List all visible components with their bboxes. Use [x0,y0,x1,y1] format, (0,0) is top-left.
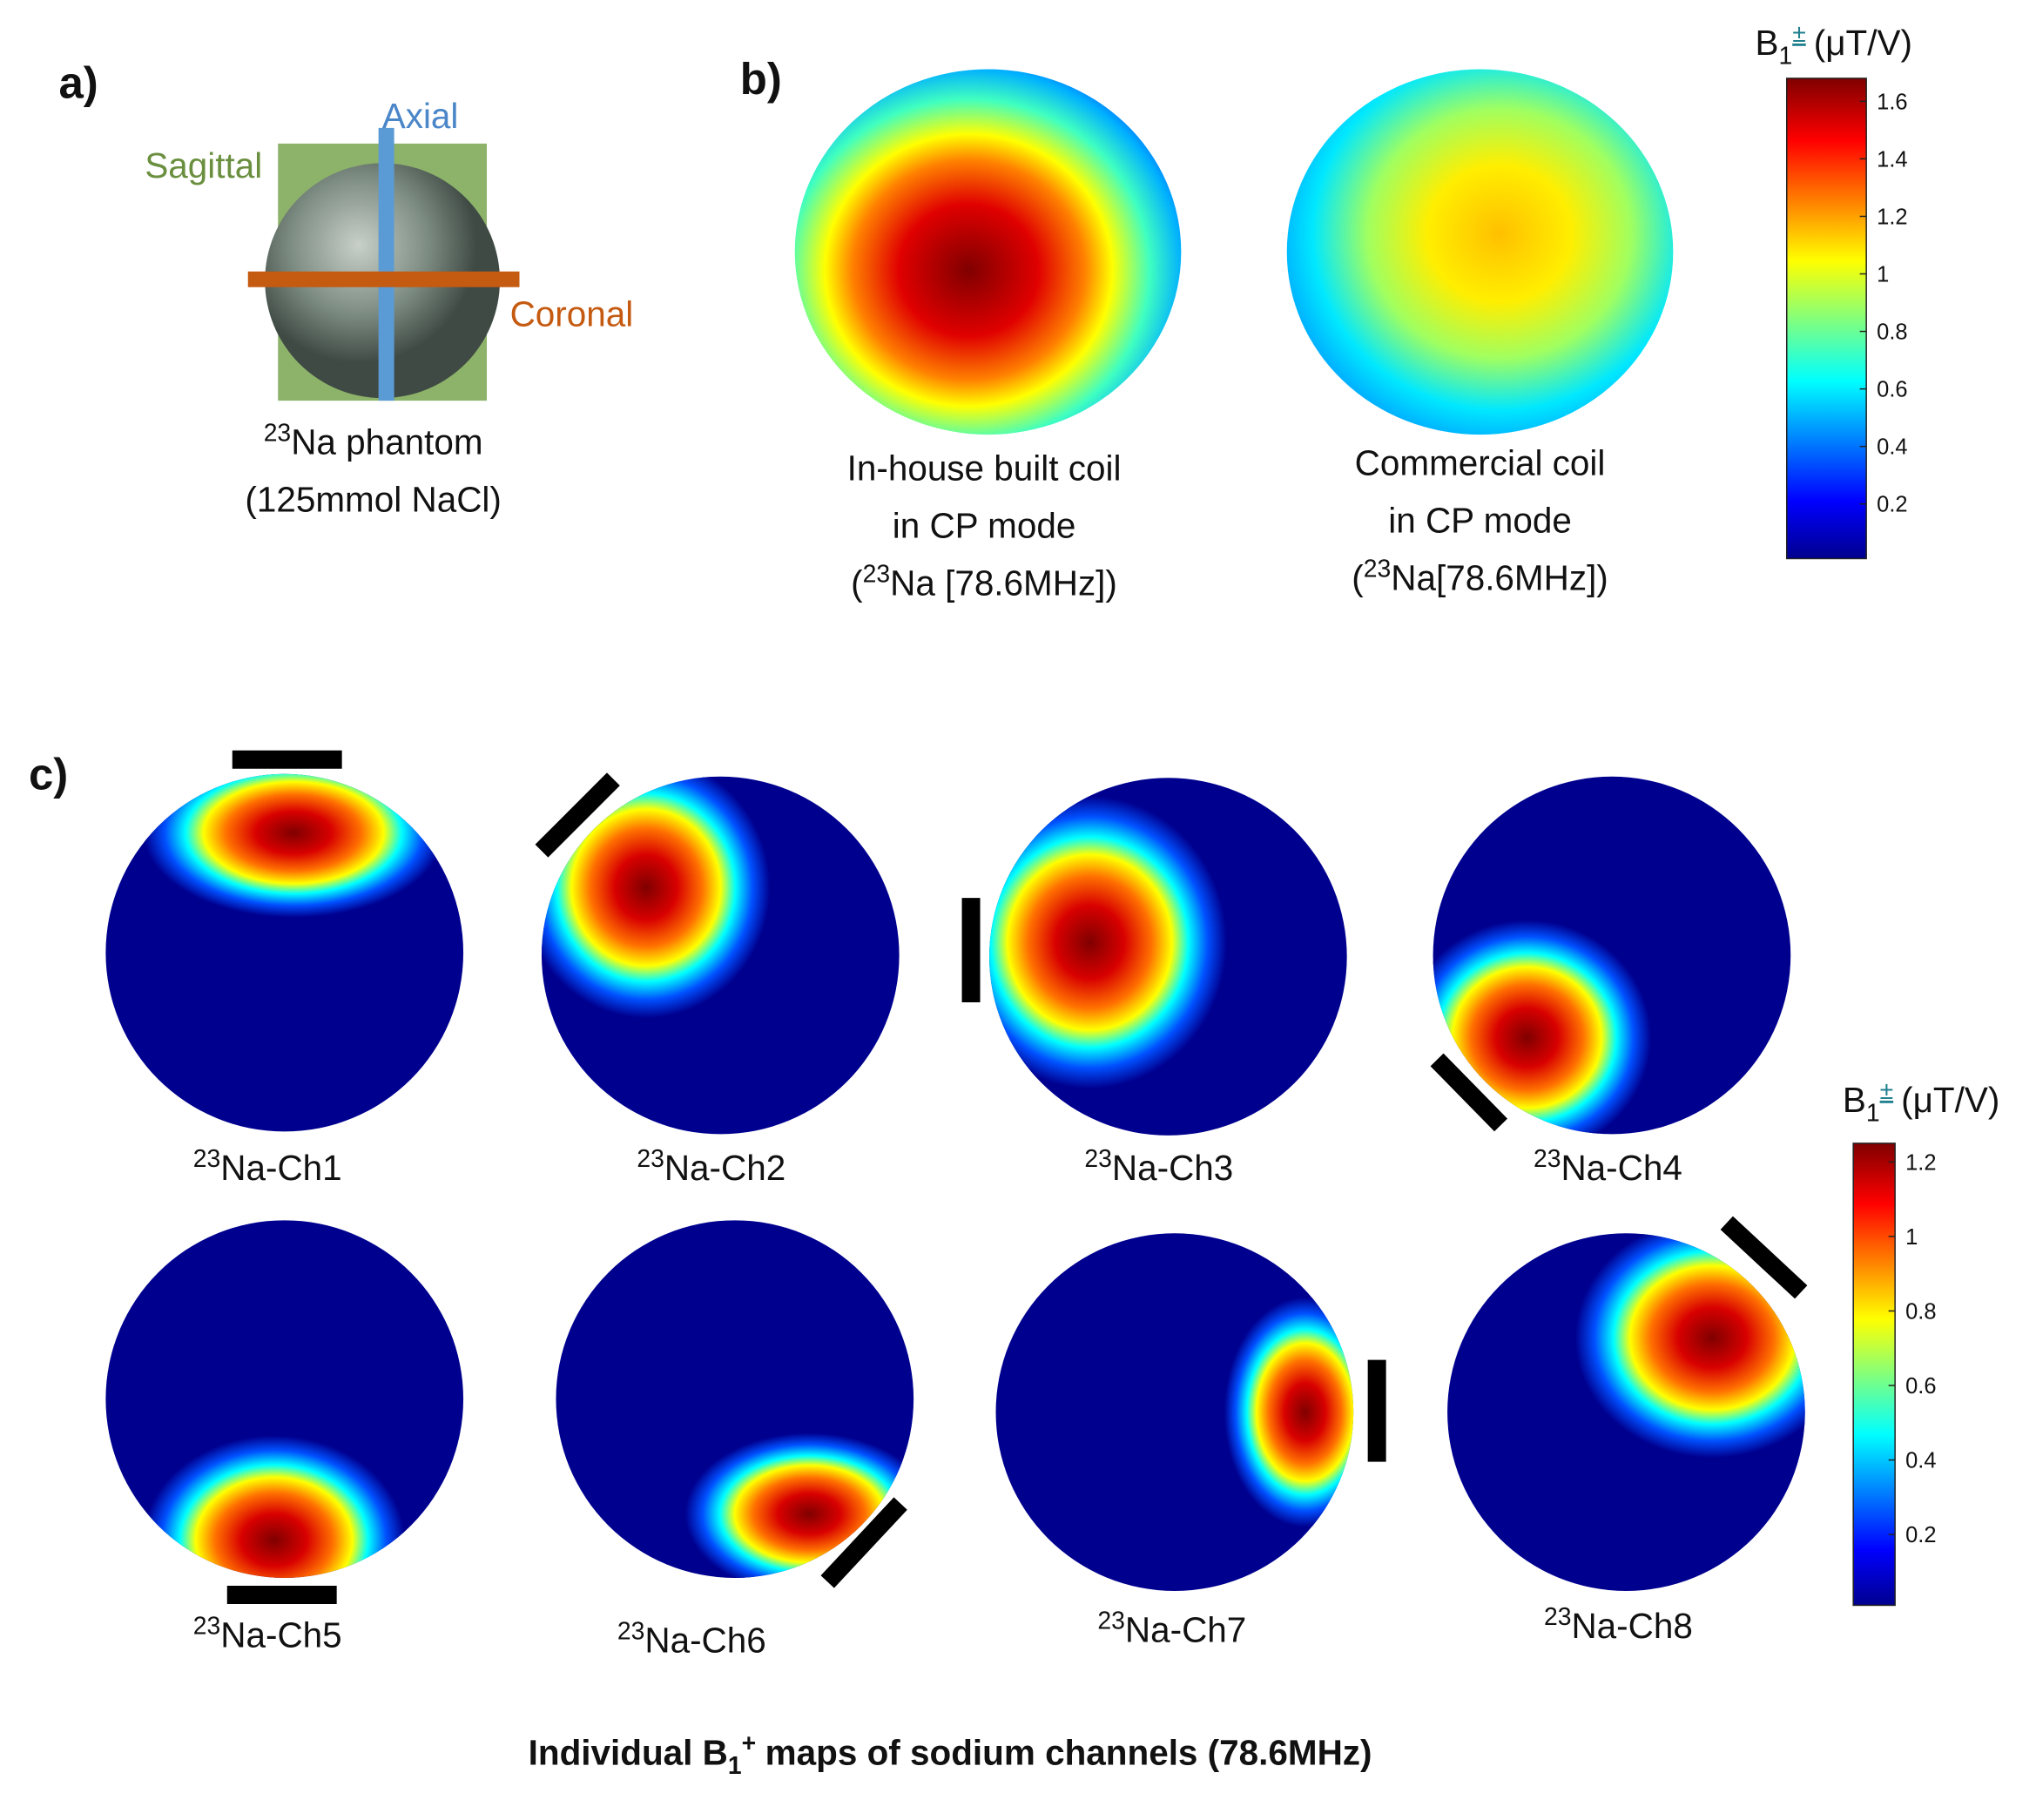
map-caption: in CP mode [893,505,1076,545]
text-part: B [1843,1080,1866,1120]
text-part: (μT/V) [1814,23,1912,63]
text-part: 1 [1866,1099,1880,1127]
text-part: Na-Ch4 [1561,1148,1682,1188]
hot-spot [143,773,444,918]
text-part: + [742,1729,757,1757]
tick-label: 0.4 [1877,435,1907,460]
tick-label: 0.2 [1905,1523,1936,1547]
map-caption: Commercial coil [1355,443,1606,483]
text-part: 23 [617,1617,645,1645]
panel-label: a) [58,57,98,107]
tick-label: 0.2 [1877,493,1907,517]
channel-label: 23Na-Ch8 [1544,1603,1693,1646]
coil-element [535,772,620,858]
text-part: ± [1792,20,1806,48]
map-caption: in CP mode [1388,500,1572,540]
text-part: 23 [1097,1607,1125,1635]
tick-label: 1.4 [1877,147,1907,172]
text-part: 23 [193,1612,220,1640]
tick-label: 0.8 [1877,320,1907,345]
colorbar-title: B1± (μT/V) [1843,1077,1999,1127]
tick-label: 0.4 [1905,1449,1936,1473]
text-part: Na-Ch1 [220,1148,341,1188]
text-part: 1 [728,1752,742,1780]
coil-element [1720,1216,1808,1299]
channel-label: 23Na-Ch5 [193,1612,342,1655]
text-part: 23 [264,420,292,448]
tick-label: 1.2 [1877,205,1907,229]
text-part: Individual B [529,1732,728,1772]
text-part: Na-Ch2 [664,1148,785,1188]
colorbar [1785,78,1867,560]
text-part: B [1755,23,1778,63]
text-part: Na[78.6MHz]) [1391,557,1608,597]
tick-label: 1.2 [1905,1150,1936,1175]
channel-label: 23Na-Ch3 [1084,1145,1233,1188]
text-part: maps of sodium channels (78.6MHz) [765,1732,1372,1772]
channel-maps [105,750,1808,1604]
text-part: Na-Ch6 [644,1620,765,1660]
text-part: Na [78.6MHz]) [890,563,1117,603]
plane-label: Coronal [510,294,634,334]
channel-label: 23Na-Ch4 [1534,1145,1682,1188]
text-part: ( [851,563,863,603]
hot-spot [989,796,1227,1089]
hot-spot [1574,1233,1805,1459]
map-caption: In-house built coil [847,448,1122,489]
panel-label: c) [29,750,68,799]
panel-b-maps [794,69,1674,435]
text-part: ( [1352,557,1364,597]
text-part: 23 [193,1145,220,1173]
colorbar-title: B1± (μT/V) [1755,20,1911,70]
tick-label: 1 [1877,263,1889,287]
channel-label: 23Na-Ch7 [1097,1607,1246,1649]
text-part: 23 [863,560,891,588]
panel-label: b) [740,54,782,104]
text-part: Na-Ch3 [1112,1148,1233,1188]
hot-spot [1224,1297,1354,1527]
hot-spot [143,1435,405,1578]
map-caption: (23Na[78.6MHz]) [1352,555,1608,597]
caption: 23Na phantom [264,420,483,462]
tick-label: 1 [1905,1225,1918,1250]
text-part: 23 [1084,1145,1112,1173]
tick-label: 1.6 [1877,90,1907,114]
figure-caption: Individual B1+ maps of sodium channels (7… [529,1729,1372,1779]
text-part: Na-Ch8 [1571,1606,1692,1646]
coil-element [1430,1053,1508,1132]
text-part: 23 [1534,1145,1561,1173]
tick-label: 0.6 [1905,1374,1936,1399]
caption: (125mmol NaCl) [245,480,501,520]
hot-spot [541,776,771,1019]
hot-spot [1433,920,1651,1135]
text-part: 1 [1778,42,1792,70]
channel-label: 23Na-Ch1 [193,1145,342,1188]
text-part: Na-Ch7 [1125,1609,1246,1649]
text-part: 23 [1364,555,1392,583]
text-part: ± [1880,1077,1894,1105]
channel-label: 23Na-Ch6 [617,1617,766,1660]
text-part: 23 [1544,1603,1572,1631]
channel-label: 23Na-Ch2 [637,1145,785,1188]
text-part: 23 [637,1145,664,1173]
colorbar [1852,1143,1896,1607]
plane-label: Axial [382,96,459,136]
text-part: Na phantom [291,422,482,462]
tick-label: 0.8 [1905,1299,1936,1324]
text-part: Na-Ch5 [220,1614,341,1655]
phantom [247,127,520,401]
text-part: (μT/V) [1901,1080,1999,1120]
plane-label: Sagittal [145,145,262,185]
coil-element [820,1497,907,1588]
tick-label: 0.6 [1877,378,1907,402]
map-caption: (23Na [78.6MHz]) [851,560,1117,603]
